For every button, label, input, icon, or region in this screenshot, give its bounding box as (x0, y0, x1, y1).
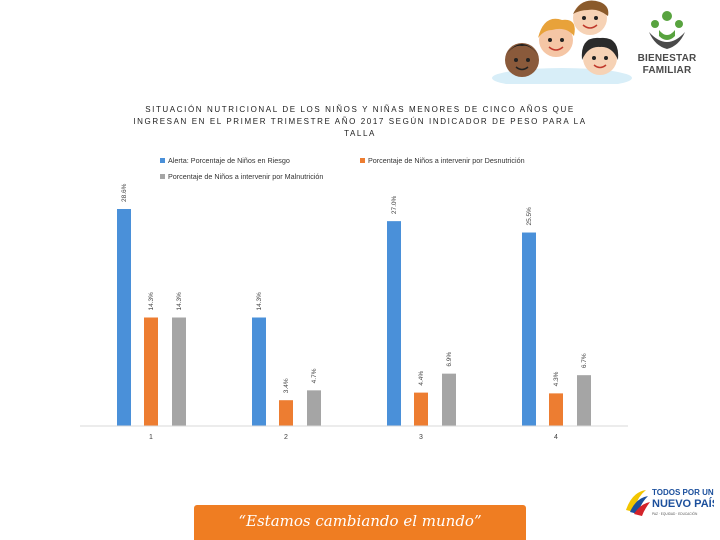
bar-desnutricion-3 (414, 392, 428, 426)
bienestar-family-icon (649, 11, 685, 49)
data-label-desnutricion-2: 3.4% (283, 378, 290, 393)
legend-swatch-malnutricion (160, 174, 165, 179)
footer-logo-line-3: PAZ · EQUIDAD · EDUCACIÓN (652, 511, 698, 516)
children-illustration (492, 0, 632, 84)
data-label-malnutricion-4: 6.7% (581, 353, 588, 368)
slogan-banner: “Estamos cambiando el mundo” (194, 505, 526, 540)
legend-swatch-riesgo (160, 158, 165, 163)
data-label-malnutricion-3: 6.9% (446, 352, 453, 367)
footer-logo-line-2: NUEVO PAÍS (652, 497, 714, 510)
bar-malnutricion-2 (307, 390, 321, 426)
logo-line-2: FAMILIAR (642, 65, 692, 76)
data-label-riesgo-1: 28.6% (121, 183, 128, 202)
footer-logo-line-1: TODOS POR UN (652, 488, 714, 497)
data-label-desnutricion-4: 4.3% (553, 371, 560, 386)
data-label-malnutricion-1: 14.3% (176, 292, 183, 311)
bienestar-familiar-logo: BIENESTAR FAMILIAR (632, 8, 702, 80)
x-tick-label-4: 4 (554, 434, 558, 441)
data-label-desnutricion-3: 4.4% (418, 371, 425, 386)
chart-title: SITUACIÓN NUTRICIONAL DE LOS NIÑOS Y NIÑ… (133, 105, 587, 138)
data-label-malnutricion-2: 4.7% (311, 368, 318, 383)
data-label-riesgo-2: 14.3% (256, 292, 263, 311)
data-label-riesgo-3: 27.0% (391, 195, 398, 214)
legend-item-desnutricion: Porcentaje de Niños a intervenir por Des… (360, 156, 525, 165)
x-tick-label-3: 3 (419, 434, 423, 441)
bar-malnutricion-1 (172, 317, 186, 426)
legend-item-riesgo: Alerta: Porcentaje de Niños en Riesgo (160, 156, 290, 165)
bar-desnutricion-1 (144, 317, 158, 426)
bar-desnutricion-2 (279, 400, 293, 426)
slogan-text: “Estamos cambiando el mundo” (238, 512, 482, 530)
data-label-riesgo-4: 25.5% (526, 207, 533, 226)
x-tick-label-1: 1 (149, 434, 153, 441)
legend-item-malnutricion: Porcentaje de Niños a intervenir por Mal… (160, 172, 323, 181)
legend-label-malnutricion: Porcentaje de Niños a intervenir por Mal… (168, 172, 324, 181)
x-tick-label-2: 2 (284, 434, 288, 441)
legend-swatch-desnutricion (360, 158, 365, 163)
data-label-desnutricion-1: 14.3% (148, 292, 155, 311)
bar-malnutricion-4 (577, 375, 591, 426)
legend-label-riesgo: Alerta: Porcentaje de Niños en Riesgo (168, 156, 290, 165)
bar-riesgo-2 (252, 317, 266, 426)
bar-riesgo-1 (117, 209, 131, 426)
bar-malnutricion-3 (442, 373, 456, 426)
bar-riesgo-3 (387, 221, 401, 426)
todos-por-un-nuevo-pais-logo: TODOS POR UN NUEVO PAÍS PAZ · EQUIDAD · … (626, 488, 714, 516)
legend-label-desnutricion: Porcentaje de Niños a intervenir por Des… (368, 156, 525, 165)
logo-line-1: BIENESTAR (637, 53, 697, 64)
bar-desnutricion-4 (549, 393, 563, 426)
bar-riesgo-4 (522, 232, 536, 426)
